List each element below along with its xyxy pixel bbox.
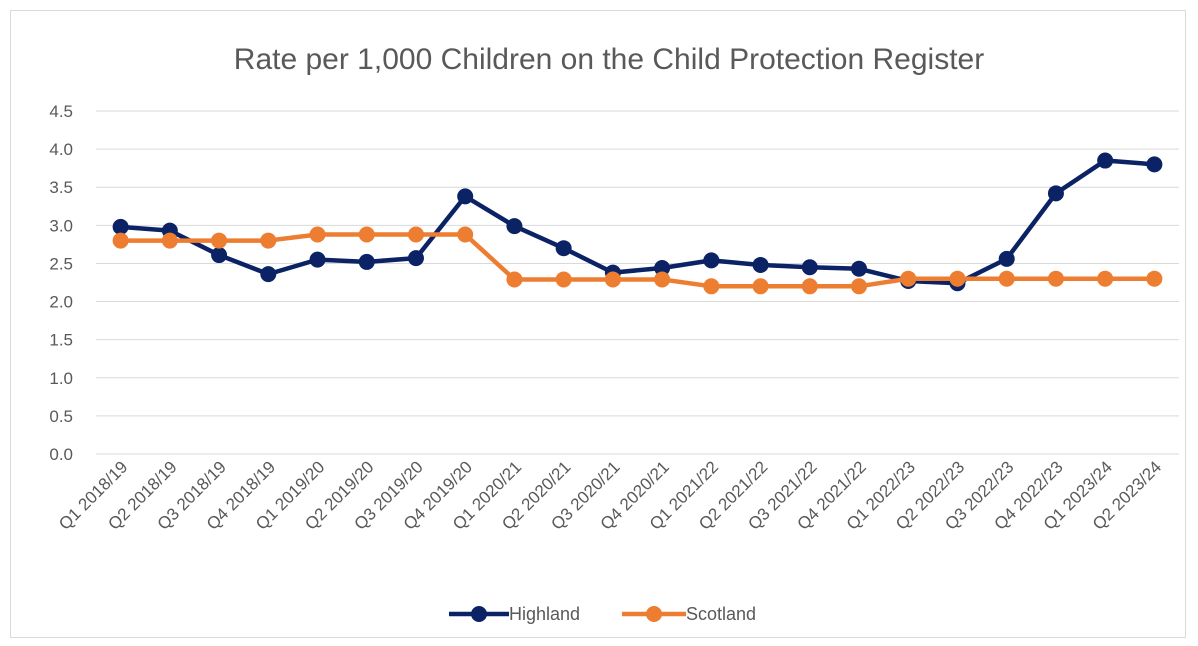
legend-marker (471, 606, 487, 622)
data-point-highland (851, 260, 868, 277)
data-point-highland (1097, 152, 1114, 169)
legend-label: Highland (509, 604, 580, 624)
data-point-scotland (407, 226, 424, 243)
data-point-highland (260, 266, 277, 283)
series-layer (112, 152, 1163, 295)
data-point-highland (801, 259, 818, 276)
data-point-highland (1047, 185, 1064, 202)
legend-item-scotland: Scotland (622, 604, 756, 624)
series-line-highland (118, 158, 1157, 286)
data-point-scotland (949, 270, 966, 287)
y-tick-label: 4.5 (49, 102, 73, 121)
gridlines (96, 110, 1179, 455)
y-tick-label: 3.0 (49, 216, 73, 235)
data-point-scotland (1047, 270, 1064, 287)
y-tick-label: 4.0 (49, 140, 73, 159)
data-point-highland (211, 247, 228, 264)
y-tick-label: 2.0 (49, 293, 73, 312)
chart-title: Rate per 1,000 Children on the Child Pro… (234, 43, 984, 76)
data-point-highland (407, 250, 424, 267)
y-tick-label: 3.5 (49, 178, 73, 197)
series-scotland (112, 226, 1163, 295)
legend-marker (646, 606, 662, 622)
data-point-scotland (654, 271, 671, 288)
legend-item-highland: Highland (449, 604, 580, 624)
series-highland (112, 152, 1163, 292)
data-point-scotland (1097, 270, 1114, 287)
y-tick-label: 0.5 (49, 407, 73, 426)
data-point-scotland (851, 278, 868, 295)
data-point-highland (654, 260, 671, 277)
data-point-scotland (752, 278, 769, 295)
data-point-highland (703, 252, 720, 269)
y-axis-tick-labels: 0.0 0.5 1.0 1.5 2.0 2.5 3.0 3.5 4.0 4.5 (49, 102, 73, 464)
data-point-highland (457, 188, 474, 205)
legend-label: Scotland (686, 604, 756, 624)
line-chart: Rate per 1,000 Children on the Child Pro… (49, 43, 1179, 624)
legend: Highland Scotland (449, 604, 756, 624)
data-point-scotland (900, 270, 917, 287)
data-point-highland (309, 251, 326, 268)
y-tick-label: 2.5 (49, 254, 73, 273)
data-point-scotland (161, 232, 178, 249)
y-tick-label: 0.0 (49, 445, 73, 464)
y-tick-label: 1.0 (49, 369, 73, 388)
data-point-scotland (506, 271, 523, 288)
data-point-highland (506, 218, 523, 235)
data-point-highland (112, 218, 129, 235)
data-point-scotland (211, 232, 228, 249)
data-point-highland (752, 256, 769, 273)
data-point-highland (555, 240, 572, 257)
data-point-scotland (801, 278, 818, 295)
data-point-scotland (358, 226, 375, 243)
data-point-highland (358, 253, 375, 270)
data-point-scotland (309, 226, 326, 243)
data-point-scotland (604, 271, 621, 288)
data-point-highland (998, 250, 1015, 267)
data-point-scotland (260, 232, 277, 249)
data-point-scotland (1146, 270, 1163, 287)
data-point-scotland (112, 232, 129, 249)
data-point-scotland (998, 270, 1015, 287)
data-point-scotland (457, 226, 474, 243)
chart-frame: Rate per 1,000 Children on the Child Pro… (10, 10, 1186, 638)
data-point-highland (1146, 156, 1163, 173)
series-line-scotland (118, 232, 1157, 289)
data-point-scotland (703, 278, 720, 295)
y-tick-label: 1.5 (49, 331, 73, 350)
data-point-scotland (555, 271, 572, 288)
